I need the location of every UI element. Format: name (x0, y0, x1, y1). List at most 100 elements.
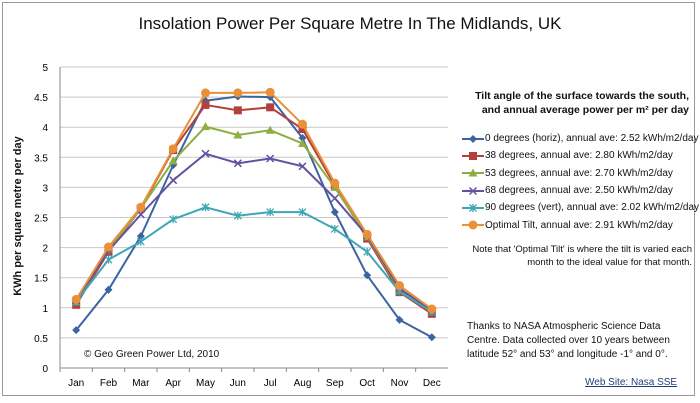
nasa-sse-link[interactable]: Web Site: Nasa SSE (585, 377, 678, 388)
series-line (75, 91, 433, 310)
y-tick-label: 1.5 (34, 274, 48, 285)
series-line (75, 206, 433, 313)
y-tick-label: 5 (42, 63, 48, 74)
data-point (233, 130, 243, 139)
x-tick-label: Jan (68, 378, 84, 389)
legend-item: 0 degrees (horiz), annual ave: 2.52 kWh/… (462, 130, 699, 147)
x-tick-label: Apr (165, 378, 181, 389)
y-tick-label: 1 (42, 304, 48, 315)
data-point (136, 210, 145, 219)
data-point (233, 88, 243, 98)
data-point (298, 125, 307, 134)
series (71, 87, 437, 314)
data-point (169, 215, 178, 224)
legend: 0 degrees (horiz), annual ave: 2.52 kWh/… (462, 130, 699, 234)
data-point (201, 100, 210, 109)
x-tick-label: Oct (359, 378, 375, 389)
data-point (266, 103, 275, 112)
data-point (363, 247, 372, 256)
data-point (104, 255, 113, 264)
y-tick-label: 2.5 (34, 214, 48, 225)
chart-title: Insolation Power Per Square Metre In The… (138, 14, 562, 33)
legend-swatch (462, 168, 484, 177)
legend-title: Tilt angle of the surface towards the so… (475, 90, 689, 116)
data-point (168, 144, 178, 154)
series-line (75, 152, 433, 312)
y-tick-label: 0.5 (34, 334, 48, 345)
x-tick-label: Dec (423, 378, 441, 389)
data-point (427, 333, 436, 342)
x-tick-label: Aug (294, 378, 312, 389)
data-point (298, 138, 307, 147)
data-point (469, 134, 477, 143)
legend-item: 90 degrees (vert), annual ave: 2.02 kWh/… (462, 199, 699, 216)
credits-text: Thanks to NASA Atmospheric Science Data … (467, 321, 670, 360)
legend-swatch (462, 186, 484, 195)
data-point (136, 202, 146, 212)
legend-swatch (462, 220, 484, 230)
y-tick-label: 2 (42, 244, 48, 255)
data-point (201, 122, 210, 131)
legend-item: 38 degrees, annual ave: 2.80 kWh/m2/day (462, 147, 699, 164)
y-tick-label: 4 (42, 123, 48, 134)
x-tick-label: Sep (326, 378, 344, 389)
x-tick-label: May (196, 378, 215, 389)
data-point (298, 162, 307, 171)
legend-swatch (462, 203, 484, 212)
data-point (136, 232, 145, 241)
series-line (75, 125, 433, 312)
legend-label: 53 degrees, annual ave: 2.70 kWh/m2/day (485, 167, 673, 179)
legend-item: 68 degrees, annual ave: 2.50 kWh/m2/day (462, 182, 699, 199)
data-point (104, 285, 113, 294)
data-point (168, 156, 178, 165)
data-point (265, 125, 275, 134)
data-point (104, 242, 113, 252)
data-point (427, 304, 437, 314)
legend-swatch (462, 151, 484, 160)
x-tick-label: Mar (132, 378, 150, 389)
legend-label: 38 degrees, annual ave: 2.80 kWh/m2/day (485, 150, 673, 162)
data-point (266, 208, 275, 217)
data-point (233, 106, 242, 115)
y-tick-label: 0 (42, 364, 48, 375)
y-tick-label: 3 (42, 183, 48, 194)
series (72, 92, 436, 342)
data-point (469, 203, 477, 212)
data-point (265, 87, 275, 97)
chart-frame (2, 2, 695, 396)
legend-item: 53 degrees, annual ave: 2.70 kWh/m2/day (462, 165, 699, 182)
legend-label: 0 degrees (horiz), annual ave: 2.52 kWh/… (485, 133, 699, 145)
x-tick-label: Jul (264, 378, 277, 389)
data-point (468, 220, 478, 230)
data-point (233, 211, 242, 220)
legend-label: 90 degrees (vert), annual ave: 2.02 kWh/… (485, 202, 700, 214)
legend-label: Optimal Tilt, annual ave: 2.91 kWh/m2/da… (485, 219, 673, 231)
data-point (469, 151, 477, 160)
data-point (266, 154, 275, 163)
data-point (363, 271, 372, 280)
data-point (298, 119, 307, 129)
series (72, 203, 436, 317)
legend-swatch (462, 134, 484, 143)
data-point (330, 178, 340, 188)
y-tick-label: 3.5 (34, 153, 48, 164)
x-tick-label: Feb (100, 378, 118, 389)
data-point (201, 203, 210, 212)
data-point (169, 176, 178, 185)
series-line (75, 103, 433, 315)
series (72, 149, 436, 315)
data-point (468, 168, 478, 177)
data-point (330, 224, 339, 233)
data-point (298, 208, 307, 217)
optimal-tilt-note: Note that 'Optimal Tilt' is where the ti… (472, 244, 692, 268)
series (71, 122, 437, 315)
data-point (136, 237, 145, 246)
data-point (330, 208, 339, 217)
data-point (72, 326, 81, 335)
data-point (362, 229, 372, 239)
data-point (233, 159, 242, 168)
data-point (298, 134, 307, 143)
data-point (395, 281, 404, 291)
x-tick-label: Nov (391, 378, 409, 389)
